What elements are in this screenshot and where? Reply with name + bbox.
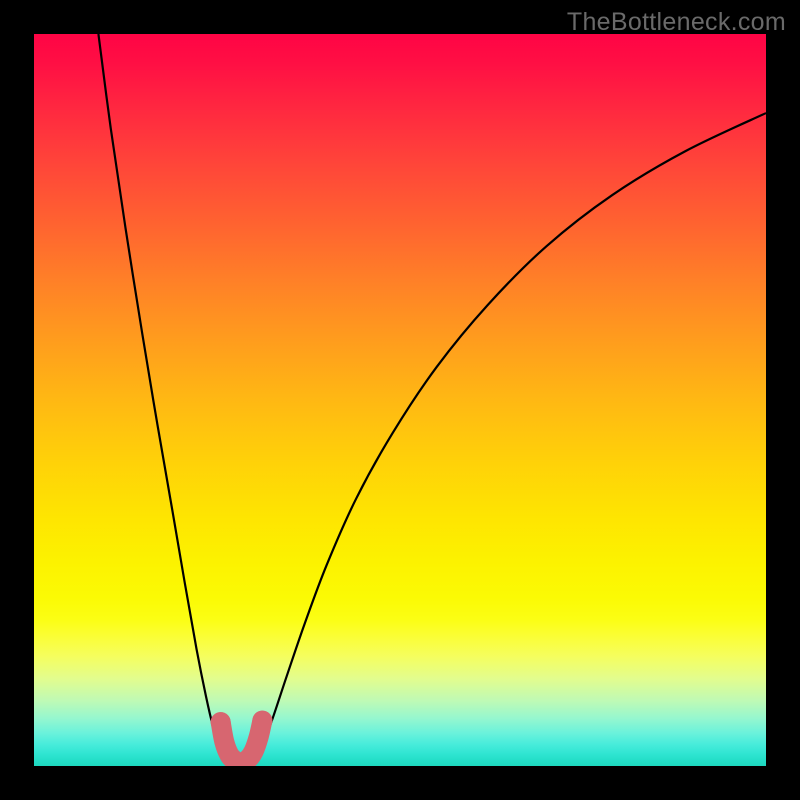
bottleneck-plot — [34, 34, 766, 766]
plot-background — [34, 34, 766, 766]
watermark-text: TheBottleneck.com — [567, 8, 786, 37]
